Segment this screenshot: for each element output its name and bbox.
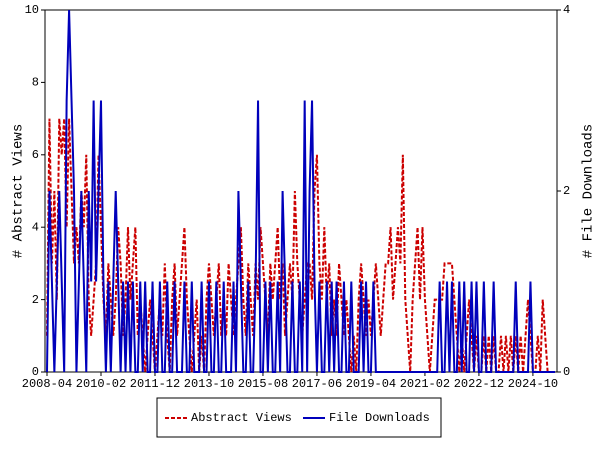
y-tick-label: 0 xyxy=(32,365,39,379)
legend-label: File Downloads xyxy=(329,411,430,425)
x-tick-label: 2008-04 xyxy=(22,377,72,391)
x-tick-label: 2013-10 xyxy=(184,377,234,391)
y2-tick-label: 0 xyxy=(563,365,570,379)
x-tick-label: 2019-04 xyxy=(346,377,396,391)
x-tick-label: 2015-08 xyxy=(238,377,288,391)
y-tick-label: 2 xyxy=(32,293,39,307)
x-tick-label: 2010-02 xyxy=(76,377,126,391)
legend xyxy=(156,397,442,438)
series-line xyxy=(46,9,555,373)
y-tick-label: 10 xyxy=(25,3,39,17)
legend-label: Abstract Views xyxy=(191,411,292,425)
y-axis-label: # Abstract Views xyxy=(11,124,27,258)
x-tick-label: 2024-10 xyxy=(508,377,558,391)
x-tick-label: 2011-12 xyxy=(130,377,180,391)
y-tick-label: 6 xyxy=(32,148,39,162)
x-tick-label: 2017-06 xyxy=(292,377,342,391)
x-tick-label: 2021-02 xyxy=(400,377,450,391)
y-tick-label: 4 xyxy=(32,220,39,234)
x-tick-label: 2022-12 xyxy=(454,377,504,391)
y-tick-label: 8 xyxy=(32,76,39,90)
y2-axis-label: # File Downloads xyxy=(581,124,597,258)
y2-tick-label: 4 xyxy=(563,3,570,17)
y2-tick-label: 2 xyxy=(563,184,570,198)
